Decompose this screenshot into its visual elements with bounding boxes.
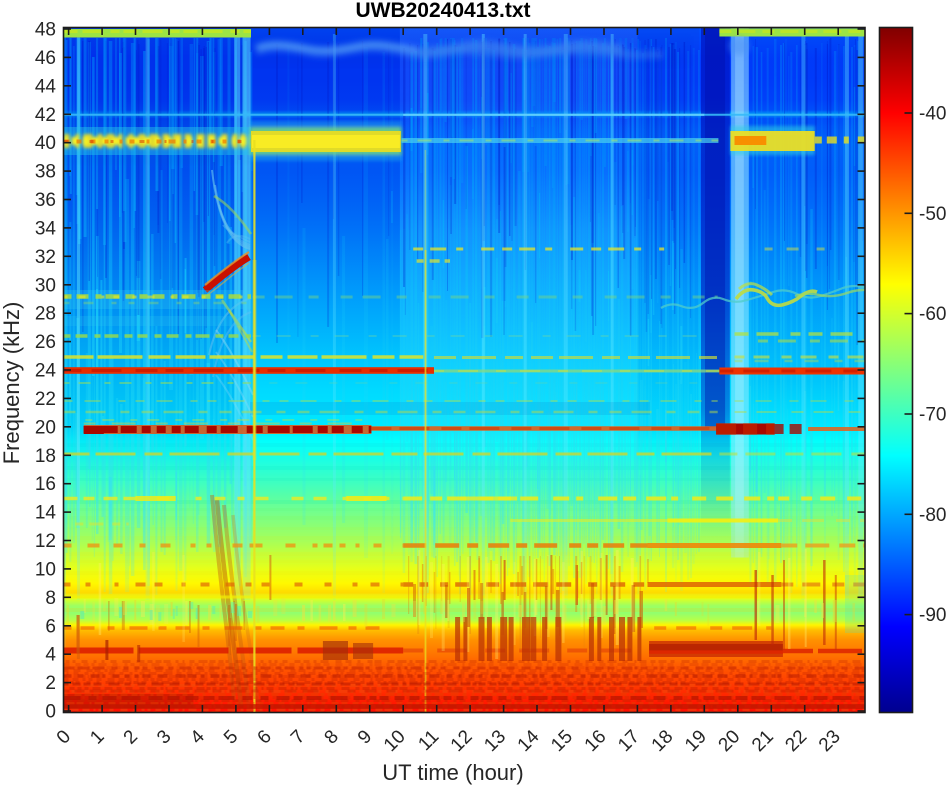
svg-text:42: 42 (35, 105, 56, 126)
svg-text:-40: -40 (919, 104, 946, 125)
svg-text:UWB20240413.txt: UWB20240413.txt (355, 0, 530, 22)
svg-text:-80: -80 (919, 505, 946, 526)
svg-text:30: 30 (35, 275, 56, 296)
svg-text:2: 2 (45, 673, 56, 694)
svg-text:8: 8 (45, 588, 56, 609)
svg-text:-50: -50 (919, 204, 946, 225)
svg-text:38: 38 (35, 162, 56, 183)
svg-text:-60: -60 (919, 304, 946, 325)
svg-text:16: 16 (35, 474, 56, 495)
svg-text:32: 32 (35, 247, 56, 268)
svg-text:44: 44 (35, 76, 57, 97)
svg-text:20: 20 (35, 417, 56, 438)
svg-text:34: 34 (35, 218, 57, 239)
svg-text:Frequency (kHz): Frequency (kHz) (0, 302, 24, 465)
svg-text:4: 4 (45, 645, 56, 666)
svg-text:46: 46 (35, 48, 56, 69)
svg-text:48: 48 (35, 20, 56, 41)
svg-text:12: 12 (35, 531, 56, 552)
svg-text:10: 10 (35, 559, 56, 580)
svg-text:36: 36 (35, 190, 56, 211)
svg-text:14: 14 (35, 503, 57, 524)
svg-text:18: 18 (35, 446, 56, 467)
svg-text:40: 40 (35, 133, 56, 154)
svg-text:26: 26 (35, 332, 56, 353)
svg-text:28: 28 (35, 304, 56, 325)
svg-text:6: 6 (45, 616, 56, 637)
svg-text:22: 22 (35, 389, 56, 410)
svg-text:UT time (hour): UT time (hour) (382, 760, 523, 785)
svg-text:-90: -90 (919, 605, 946, 626)
svg-text:24: 24 (35, 361, 57, 382)
svg-text:0: 0 (45, 702, 56, 723)
svg-text:-70: -70 (919, 405, 946, 426)
